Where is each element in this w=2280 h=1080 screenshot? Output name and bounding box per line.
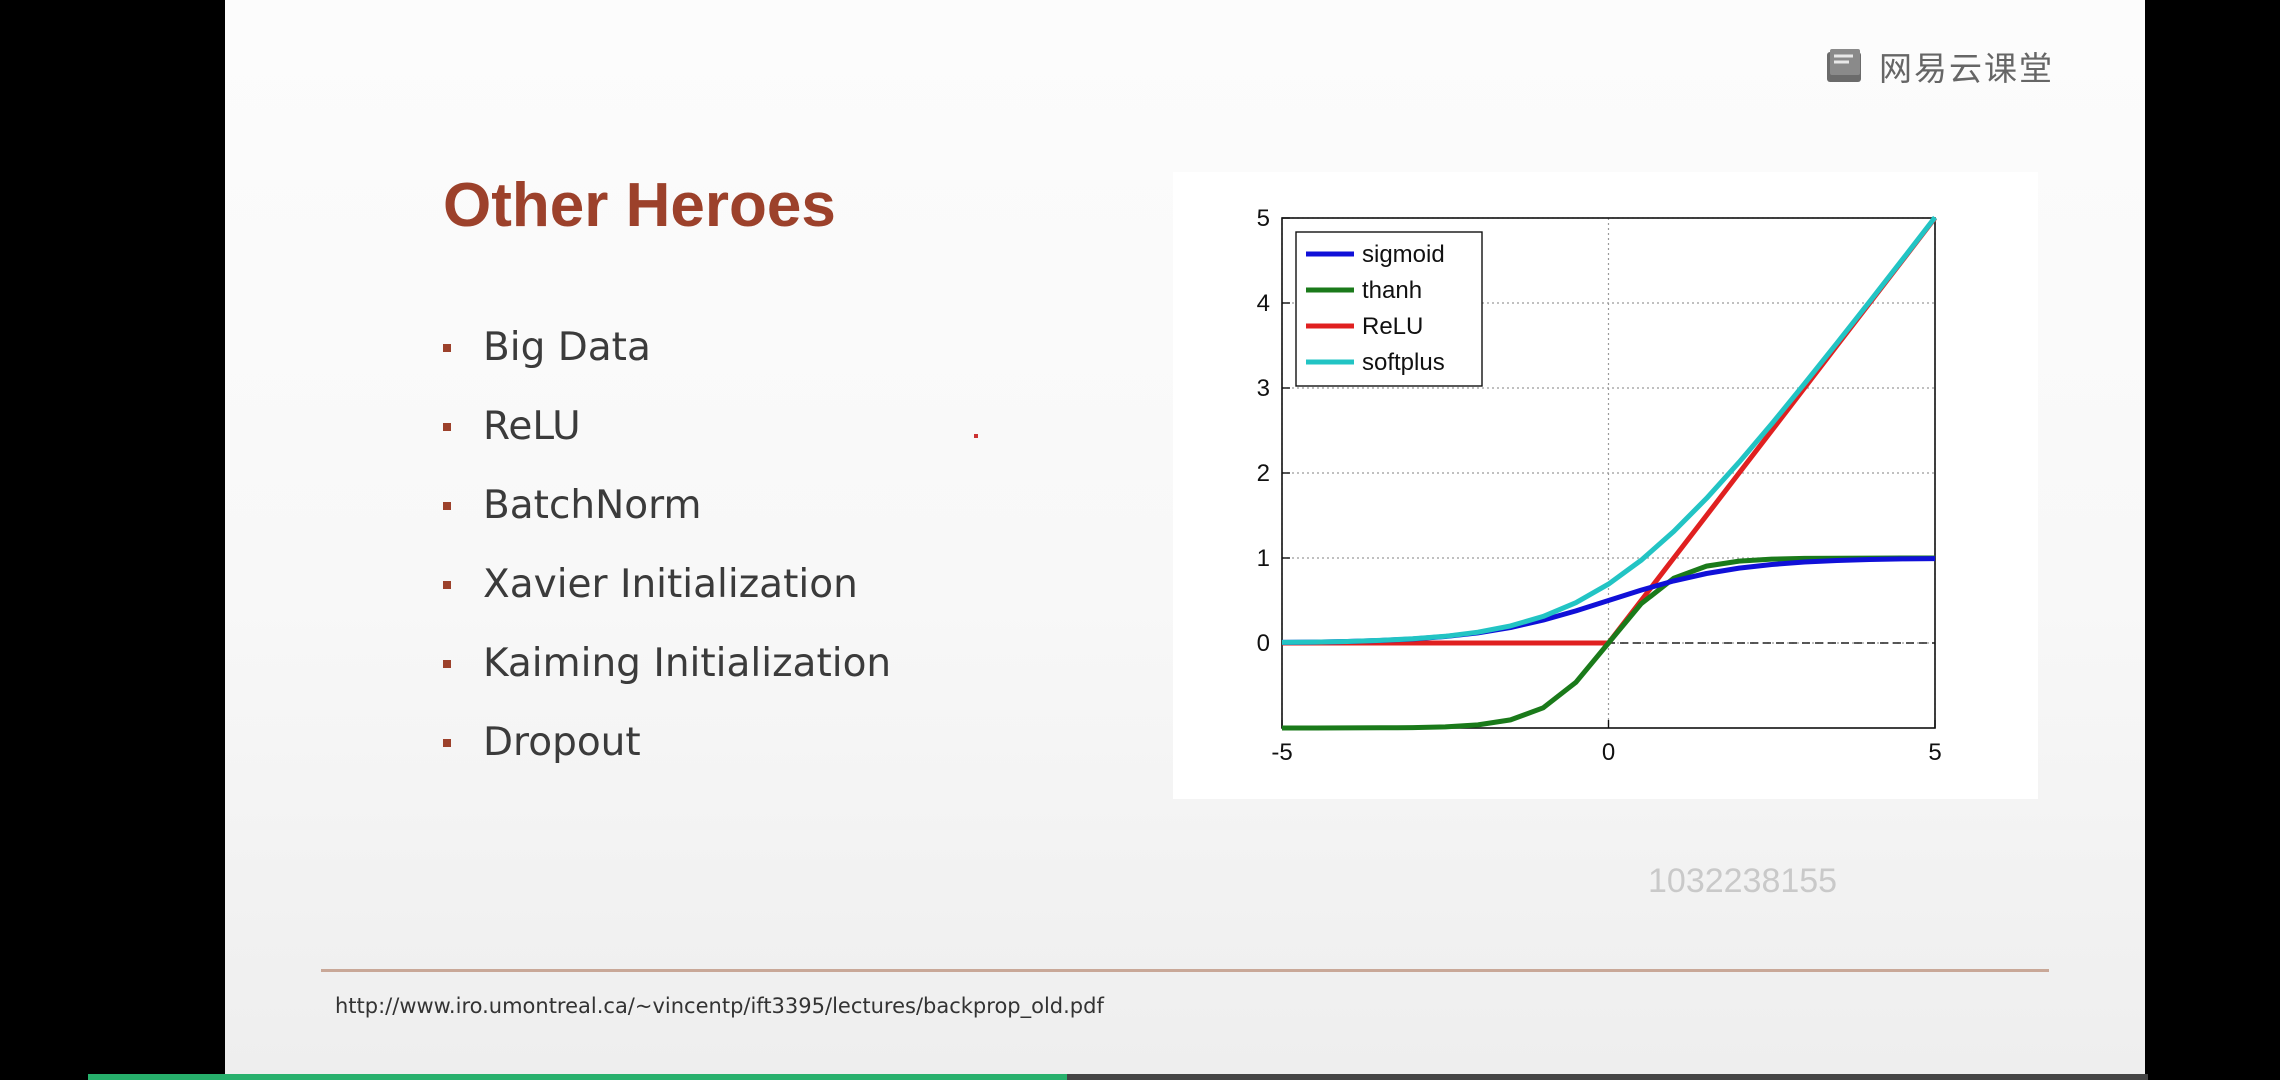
y-tick-label: 2 — [1257, 460, 1270, 487]
slide: 网易云课堂 Other Heroes Big Data ReLU BatchNo… — [225, 0, 2145, 1080]
legend-label: thanh — [1362, 277, 1422, 304]
x-tick-label: 0 — [1602, 739, 1615, 766]
activation-chart: -5 0 5 0 1 2 3 4 5 sigmoid thanh ReLU softplus — [1173, 172, 2038, 799]
source-url: http://www.iro.umontreal.ca/~vincentp/if… — [335, 994, 1104, 1018]
x-tick-label: -5 — [1271, 739, 1292, 766]
list-item: Dropout — [443, 703, 891, 782]
chart-svg: -5 0 5 0 1 2 3 4 5 sigmoid thanh ReLU softplus — [1257, 205, 1942, 766]
bullet-text: Big Data — [483, 325, 651, 370]
book-icon — [1827, 49, 1861, 82]
y-tick-label: 5 — [1257, 205, 1270, 232]
brand-logo: 网易云课堂 — [1825, 42, 2054, 90]
y-tick-label: 0 — [1257, 630, 1270, 657]
annotation-dot — [974, 434, 978, 438]
list-item: Xavier Initialization — [443, 545, 891, 624]
footer-divider — [321, 969, 2049, 972]
legend-label: softplus — [1362, 349, 1445, 376]
bullet-text: Xavier Initialization — [483, 562, 858, 607]
bullet-text: Kaiming Initialization — [483, 641, 892, 686]
bullet-marker — [443, 659, 451, 668]
y-tick-label: 4 — [1257, 290, 1270, 317]
list-item: Big Data — [443, 308, 891, 387]
y-tick-label: 1 — [1257, 545, 1270, 572]
progress-fill — [88, 1074, 1067, 1080]
bullet-marker — [443, 422, 451, 431]
bullet-marker — [443, 580, 451, 589]
x-tick-label: 5 — [1928, 739, 1941, 766]
series-line-thanh — [1282, 555, 1935, 731]
bullet-text: BatchNorm — [483, 483, 702, 528]
bullet-marker — [443, 343, 451, 352]
bullet-marker — [443, 501, 451, 510]
list-item: Kaiming Initialization — [443, 624, 891, 703]
legend-label: ReLU — [1362, 313, 1423, 340]
list-item: BatchNorm — [443, 466, 891, 545]
video-progress-bar[interactable] — [88, 1074, 2148, 1080]
slide-title: Other Heroes — [443, 171, 836, 240]
y-tick-label: 3 — [1257, 375, 1270, 402]
bullet-list: Big Data ReLU BatchNorm Xavier Initializ… — [443, 308, 891, 782]
bullet-marker — [443, 738, 451, 747]
bullet-text: Dropout — [483, 720, 641, 765]
brand-name: 网易云课堂 — [1879, 49, 2054, 88]
watermark-id: 1032238155 — [1648, 862, 1838, 900]
legend-label: sigmoid — [1362, 241, 1445, 268]
list-item: ReLU — [443, 387, 891, 466]
series-line-softplus — [1281, 215, 1937, 645]
bullet-text: ReLU — [483, 404, 581, 449]
